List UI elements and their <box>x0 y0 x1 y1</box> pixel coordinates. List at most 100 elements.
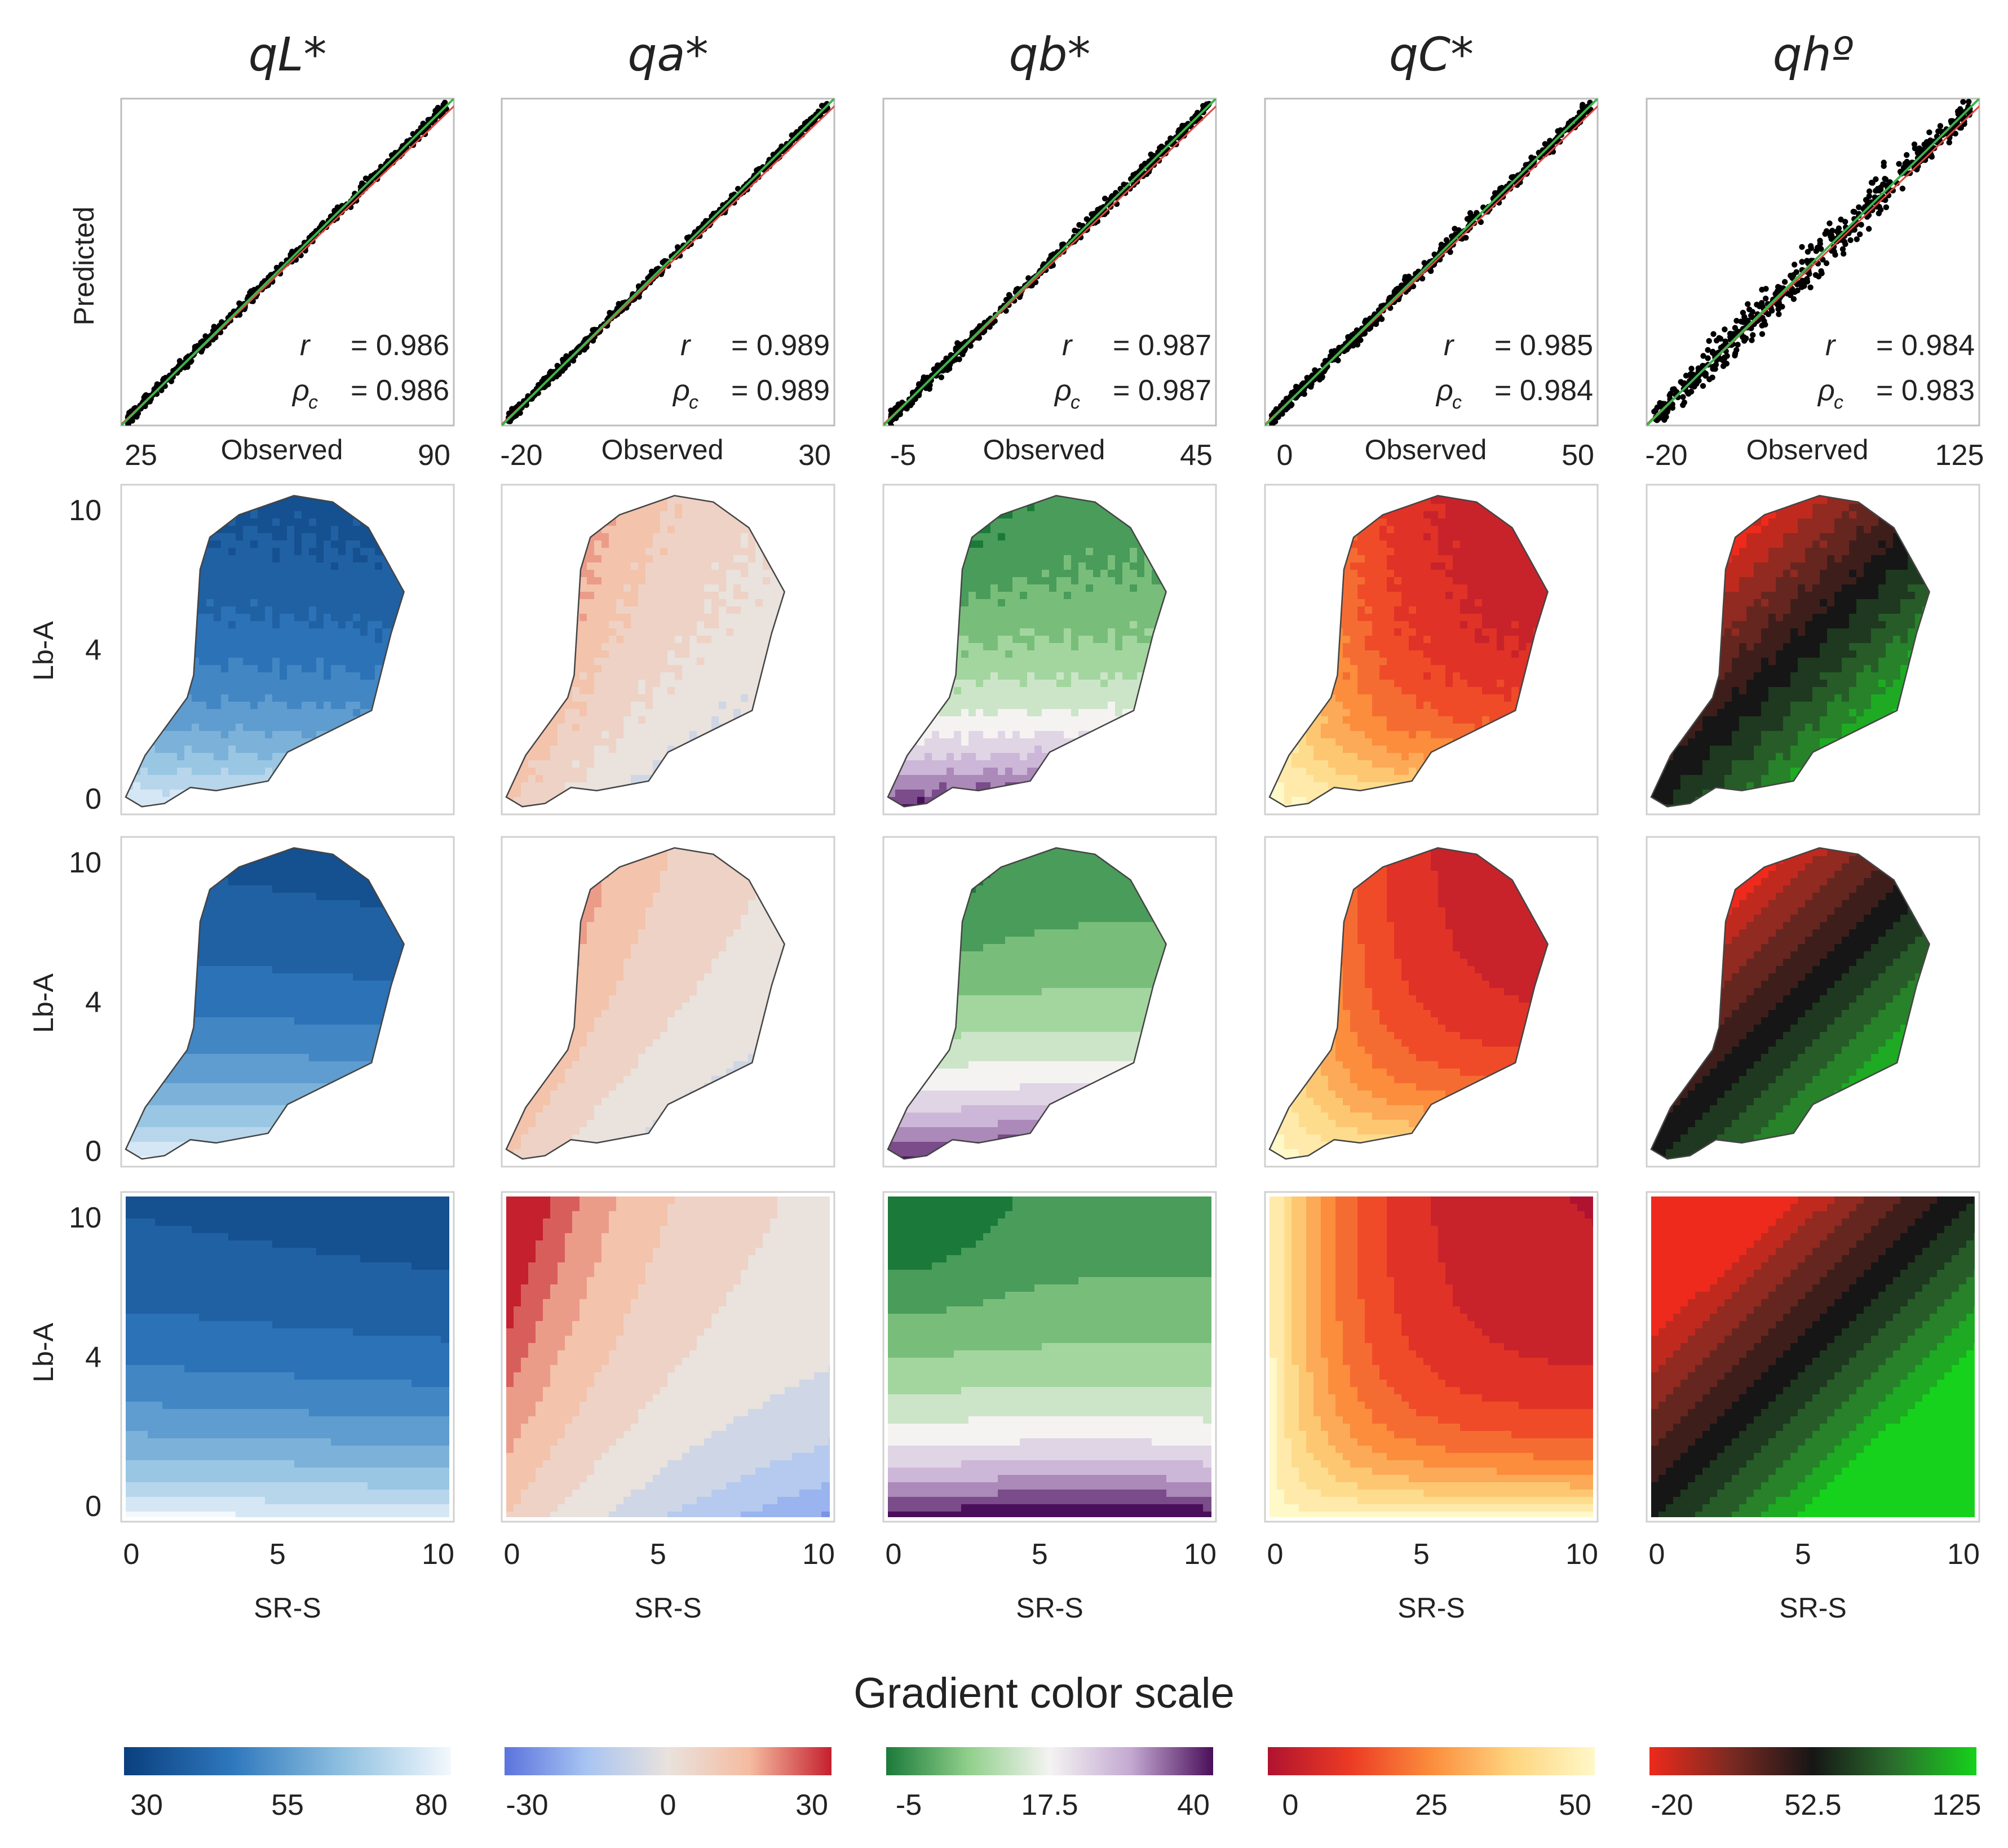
color-scale-tick: -30 <box>506 1789 548 1822</box>
scatter-point <box>1718 344 1724 351</box>
color-scale-bar <box>124 1747 451 1775</box>
scatter-panel-4: r = 0.984 ρc = 0.983 -20 125 Observed <box>1645 98 1984 472</box>
region-outline <box>1268 847 1549 1160</box>
scatter-point <box>912 396 918 402</box>
color-scale-tick: 80 <box>415 1789 448 1822</box>
scatter-point <box>1710 331 1717 337</box>
x-tick-min: 25 <box>125 439 157 472</box>
map-y-tick: 10 <box>69 1202 101 1234</box>
scatter-point <box>1960 99 1966 105</box>
color-scale-tick: -5 <box>896 1789 922 1822</box>
rho-value: = 0.989 <box>731 374 830 407</box>
scatter-point <box>1738 318 1744 325</box>
scatter-point <box>1817 241 1823 247</box>
rho-value: = 0.983 <box>1876 374 1975 407</box>
map-y-tick: 10 <box>69 847 101 879</box>
scatter-point <box>735 185 741 192</box>
map-panel-r2-c0: 0 4 10 <box>69 836 455 1168</box>
scatter-point <box>1143 171 1150 178</box>
rho-label: ρ <box>672 374 690 407</box>
scatter-point <box>1664 407 1671 414</box>
map-y-tick: 4 <box>85 1341 101 1374</box>
color-scale-tick: 30 <box>795 1789 828 1822</box>
scatter-point <box>1759 322 1765 329</box>
scatter-point <box>1176 127 1182 133</box>
title-qL: qL* <box>249 28 327 82</box>
scatter-point <box>1828 236 1835 242</box>
map-x-label: SR-S <box>254 1592 321 1624</box>
scatter-point <box>143 392 149 398</box>
scatter-point <box>1857 231 1863 237</box>
region-outline <box>505 495 785 808</box>
x-tick-min: 0 <box>1277 439 1293 472</box>
scatter-point <box>1790 272 1797 278</box>
color-scale-3: 0 25 50 <box>1268 1747 1595 1822</box>
scatter-point <box>1740 309 1746 316</box>
map-x-tick: 0 <box>886 1538 902 1571</box>
x-tick-max: 90 <box>418 439 450 472</box>
rho-label: ρ <box>291 374 309 407</box>
scatter-point <box>1354 342 1361 348</box>
scatter-point <box>1102 196 1108 202</box>
map-panel-r2-c1 <box>501 836 835 1168</box>
color-scale-tick: 30 <box>130 1789 163 1822</box>
scatter-point <box>1759 303 1766 309</box>
gradient-scale-title: Gradient color scale <box>853 1669 1235 1717</box>
scatter-point <box>1896 161 1902 167</box>
column-qh: qhº <box>1773 28 1854 82</box>
scatter-point <box>1700 383 1706 389</box>
scatter-point <box>1721 354 1728 361</box>
x-tick-max: 45 <box>1180 439 1213 472</box>
scatter-point <box>955 344 962 350</box>
scatter-panel-0: r = 0.986 ρc = 0.986 25 90 Observed <box>120 98 455 472</box>
r-label: r <box>1825 329 1837 362</box>
scatter-panel-3: r = 0.985 ρc = 0.984 0 50 Observed <box>1264 98 1599 472</box>
map-y-tick: 0 <box>85 1135 101 1168</box>
scatter-point <box>420 121 426 127</box>
scatter-point <box>1733 318 1740 324</box>
region-outline <box>1650 847 1930 1160</box>
scatter-point <box>1735 342 1741 348</box>
scatter-point <box>1799 244 1805 250</box>
map-panel-r3-c4: 0 5 10 SR-S <box>1646 1191 1980 1624</box>
scatter-point <box>1681 399 1687 406</box>
map-x-label: SR-S <box>1397 1592 1465 1624</box>
scatter-point <box>1094 218 1101 224</box>
scatter-point <box>1700 362 1706 369</box>
scatter-point <box>442 99 448 106</box>
color-scale-tick: 50 <box>1559 1789 1591 1822</box>
column-qb: qb* <box>1009 28 1090 82</box>
r-label: r <box>680 329 692 362</box>
scatter-point <box>1272 418 1279 425</box>
scatter-point <box>1427 264 1434 271</box>
scatter-point <box>1705 355 1711 361</box>
map-x-tick: 10 <box>802 1538 835 1571</box>
color-scale-bar <box>1649 1747 1976 1775</box>
scatter-point <box>1157 145 1163 151</box>
map-x-tick: 0 <box>1267 1538 1284 1571</box>
r-value: = 0.987 <box>1113 329 1211 362</box>
rho-subscript: c <box>1834 392 1843 413</box>
fit-line <box>1265 99 1598 426</box>
scatter-point <box>1914 150 1921 156</box>
rho-subscript: c <box>689 392 698 413</box>
region-outline <box>887 495 1167 808</box>
scatter-point <box>1683 373 1689 379</box>
scatter-point <box>1750 332 1756 338</box>
scatter-point <box>1866 188 1873 194</box>
rho-label: ρ <box>1054 374 1072 407</box>
scatter-point <box>176 358 183 364</box>
scatter-point <box>1687 371 1694 377</box>
map-x-tick: 5 <box>650 1538 666 1571</box>
scatter-point <box>926 385 933 392</box>
map-x-label: SR-S <box>1016 1592 1083 1624</box>
scatter-point <box>1688 388 1695 395</box>
scatter-point <box>1763 295 1769 302</box>
scatter-point <box>1883 204 1890 210</box>
scatter-point <box>1746 306 1753 313</box>
scatter-point <box>1393 287 1400 293</box>
scatter-point <box>1804 249 1811 255</box>
scatter-point <box>946 364 952 370</box>
x-tick-max: 50 <box>1562 439 1594 472</box>
title-qa: qa* <box>627 28 708 82</box>
